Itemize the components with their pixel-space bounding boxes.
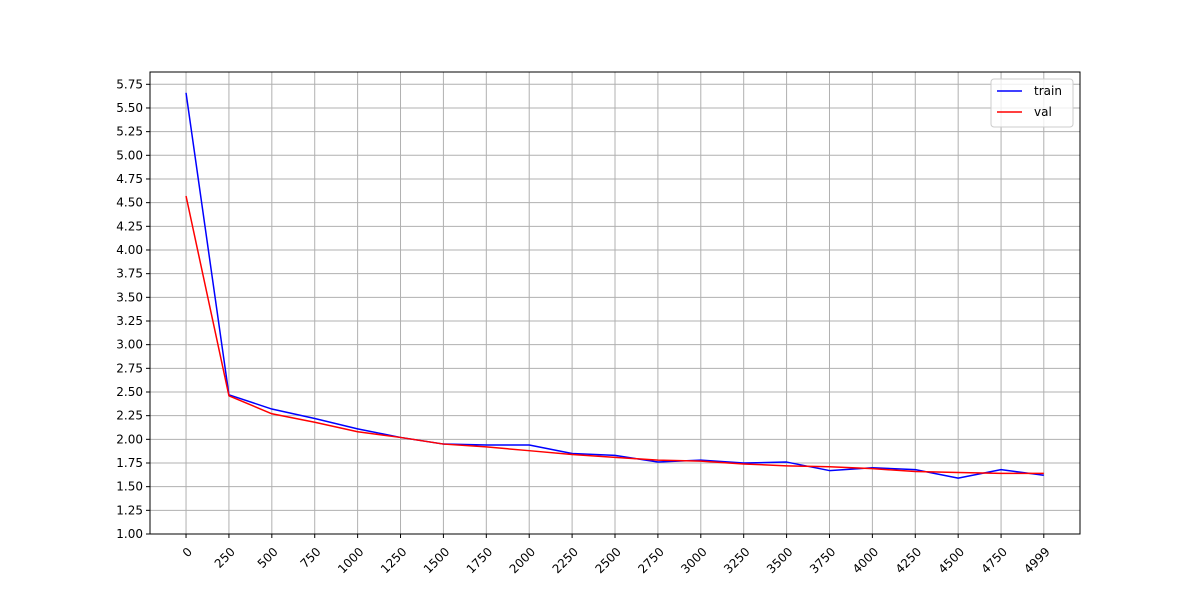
x-tick-label: 4999 [1021, 545, 1052, 576]
y-tick-label: 1.25 [116, 503, 143, 517]
y-tick-label: 5.50 [116, 101, 143, 115]
x-tick-label: 500 [255, 545, 281, 571]
x-tick-label: 4250 [893, 545, 924, 576]
y-tick-label: 3.75 [116, 267, 143, 281]
y-tick-label: 5.75 [116, 77, 143, 91]
x-tick-label: 3750 [807, 545, 838, 576]
x-tick-label: 1250 [378, 545, 409, 576]
y-tick-label: 5.00 [116, 148, 143, 162]
legend-label-train: train [1034, 84, 1062, 98]
y-tick-label: 2.25 [116, 409, 143, 423]
x-tick-label: 2500 [592, 545, 623, 576]
x-tick-label: 1750 [464, 545, 495, 576]
y-tick-label: 2.50 [116, 385, 143, 399]
x-tick-label: 1500 [421, 545, 452, 576]
y-tick-label: 4.00 [116, 243, 143, 257]
y-tick-label: 5.25 [116, 125, 143, 139]
y-tick-label: 3.00 [116, 338, 143, 352]
y-tick-label: 1.00 [116, 527, 143, 541]
series-line-val [185, 195, 1044, 475]
x-tick-label: 250 [212, 545, 238, 571]
x-tick-label: 1000 [335, 545, 366, 576]
x-tick-label: 2750 [635, 545, 666, 576]
y-tick-label: 1.75 [116, 456, 143, 470]
series-line-train [185, 92, 1044, 479]
y-tick-label: 4.50 [116, 196, 143, 210]
x-tick-label: 2250 [550, 545, 581, 576]
y-tick-label: 1.50 [116, 480, 143, 494]
x-tick-label: 3500 [764, 545, 795, 576]
x-tick-label: 4500 [936, 545, 967, 576]
y-tick-label: 2.00 [116, 432, 143, 446]
y-tick-label: 4.25 [116, 219, 143, 233]
series-layer [185, 92, 1044, 479]
y-tick-label: 2.75 [116, 361, 143, 375]
x-axis: 0 250 500 750 1000 1250 1500 1750 2000 2250 2500 27… [180, 534, 1053, 576]
x-tick-label: 2000 [507, 545, 538, 576]
x-tick-label: 750 [298, 545, 324, 571]
legend: train val [990, 78, 1074, 128]
x-tick-label: 0 [180, 545, 195, 560]
grid-layer [150, 72, 1080, 535]
y-tick-label: 3.25 [116, 314, 143, 328]
x-tick-label: 4000 [850, 545, 881, 576]
x-tick-label: 3250 [721, 545, 752, 576]
legend-label-val: val [1034, 105, 1052, 119]
y-tick-label: 4.75 [116, 172, 143, 186]
y-tick-label: 3.50 [116, 290, 143, 304]
x-tick-label: 3000 [678, 545, 709, 576]
y-axis: 1.00 1.25 1.50 1.75 2.00 2.25 2.50 2.75 3.00 3.25… [116, 77, 150, 541]
x-tick-label: 4750 [979, 545, 1010, 576]
